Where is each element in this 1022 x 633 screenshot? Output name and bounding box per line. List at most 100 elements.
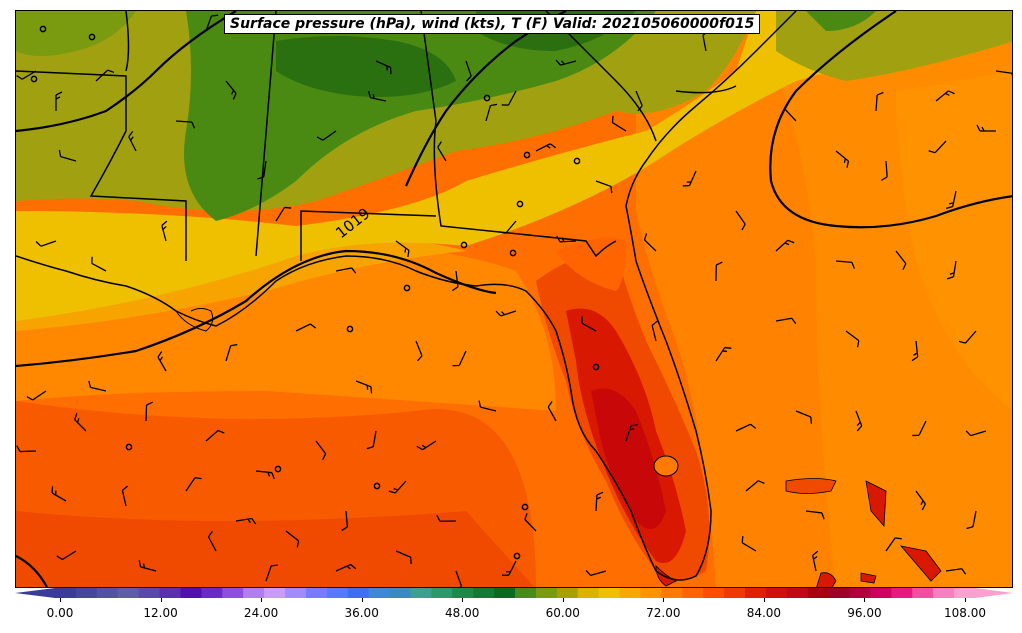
map-canvas: 1019: [16, 11, 1012, 587]
wind-barb: [775, 317, 797, 324]
wind-barb: [651, 320, 658, 342]
wind-barb: [715, 346, 732, 362]
wind-barb: [812, 550, 819, 572]
wind-barb: [205, 14, 219, 32]
colorbar-cell: [347, 588, 370, 598]
wind-barb: [495, 310, 517, 317]
colorbar-tick-label: 0.00: [46, 606, 74, 620]
wind-barb: [682, 170, 697, 187]
wind-barb: [835, 150, 850, 168]
wind-barb: [55, 91, 63, 111]
colorbar-tick-mark: [965, 598, 966, 602]
calm-circle: [513, 552, 521, 560]
colorbar-cell: [368, 588, 391, 598]
calm-circle: [592, 363, 600, 371]
calm-circle: [39, 25, 47, 33]
wind-barb: [255, 470, 275, 480]
wind-barb: [16, 445, 37, 453]
temp-fill-cuba-2: [860, 572, 877, 584]
colorbar-cell: [305, 588, 328, 598]
wind-barb: [157, 351, 167, 372]
colorbar-cell: [201, 588, 223, 598]
colorbar-cell: [180, 588, 202, 598]
wind-barb: [741, 536, 757, 552]
wind-barb: [835, 260, 856, 269]
wind-barb: [845, 330, 860, 348]
wind-barb: [51, 486, 67, 502]
colorbar-cell: [117, 588, 140, 598]
colorbar-cell: [473, 588, 495, 598]
wind-barb: [875, 91, 884, 112]
temp-fill-florida-deep: [591, 388, 666, 529]
wind-barb: [316, 130, 337, 141]
colorbar-cell: [619, 588, 642, 598]
colorbar-tick-mark: [60, 598, 61, 602]
wind-barb: [595, 491, 604, 512]
wind-barb: [784, 102, 797, 122]
wind-barb: [395, 240, 410, 258]
isobar-north: [16, 11, 237, 133]
wind-barb: [335, 563, 357, 572]
wind-barb: [928, 140, 947, 154]
state-border-7: [675, 85, 737, 94]
wind-barb: [88, 380, 107, 392]
wind-barb: [235, 517, 257, 525]
wind-barb: [395, 550, 412, 564]
wind-barb: [966, 510, 977, 530]
temp-fill-dark-green: [276, 36, 456, 97]
coastline: [16, 11, 797, 581]
wind-barb: [805, 510, 825, 520]
colorbar-tick-label: 60.00: [545, 606, 580, 620]
wind-barb: [581, 316, 597, 332]
temp-fill-bahamas: [785, 478, 837, 494]
colorbar-cell: [598, 588, 621, 598]
wind-barb: [478, 400, 497, 412]
colorbar-cell: [222, 588, 244, 598]
colorbar-cell: [724, 588, 746, 598]
colorbar-cell: [138, 588, 161, 598]
colorbar-cell: [410, 588, 432, 598]
wind-barb: [958, 330, 977, 344]
temp-fill-keys: [655, 565, 677, 587]
wind-barb: [128, 130, 137, 152]
colorbar-tick-label: 12.00: [143, 606, 178, 620]
calm-circle: [521, 503, 529, 511]
wind-barb: [335, 267, 357, 274]
wind-barb: [341, 510, 349, 532]
wind-barbs: [16, 14, 1012, 587]
wind-barb: [26, 390, 47, 401]
colorbar-cell: [75, 588, 98, 598]
wind-barb: [915, 490, 926, 511]
wind-barb: [452, 350, 467, 367]
colorbar-cell: [765, 588, 788, 598]
wind-barb: [95, 69, 115, 82]
wind-barb: [207, 531, 217, 552]
wind-barb: [946, 190, 957, 209]
colorbar-extend-high: [975, 588, 1013, 598]
calm-circle: [373, 482, 381, 490]
state-border-5: [420, 11, 617, 258]
colorbar-tick-mark: [864, 598, 866, 602]
colorbar-cell: [786, 588, 809, 598]
temp-fill-bahamas-2: [865, 480, 887, 528]
wind-barb: [275, 206, 292, 222]
colorbar-cell: [389, 588, 412, 598]
wind-barb: [547, 401, 557, 422]
wind-barb: [715, 261, 723, 282]
colorbar-tick-label: 72.00: [646, 606, 681, 620]
colorbar-cell: [703, 588, 725, 598]
wind-barb: [16, 70, 37, 80]
colorbar-tick-mark: [763, 598, 765, 602]
wind-barb: [205, 429, 225, 442]
wind-barb: [885, 537, 902, 552]
colorbar-tick-label: 96.00: [847, 606, 882, 620]
colorbar-cell: [828, 588, 851, 598]
wind-barb: [965, 430, 987, 437]
colorbar-tick-mark: [562, 598, 564, 602]
weather-map: 1019: [15, 10, 1013, 588]
wind-barb: [315, 440, 327, 461]
wind-barb: [976, 124, 996, 132]
colorbar-cell: [891, 588, 913, 598]
calm-circle: [573, 157, 581, 165]
colorbar-cell: [264, 588, 286, 598]
